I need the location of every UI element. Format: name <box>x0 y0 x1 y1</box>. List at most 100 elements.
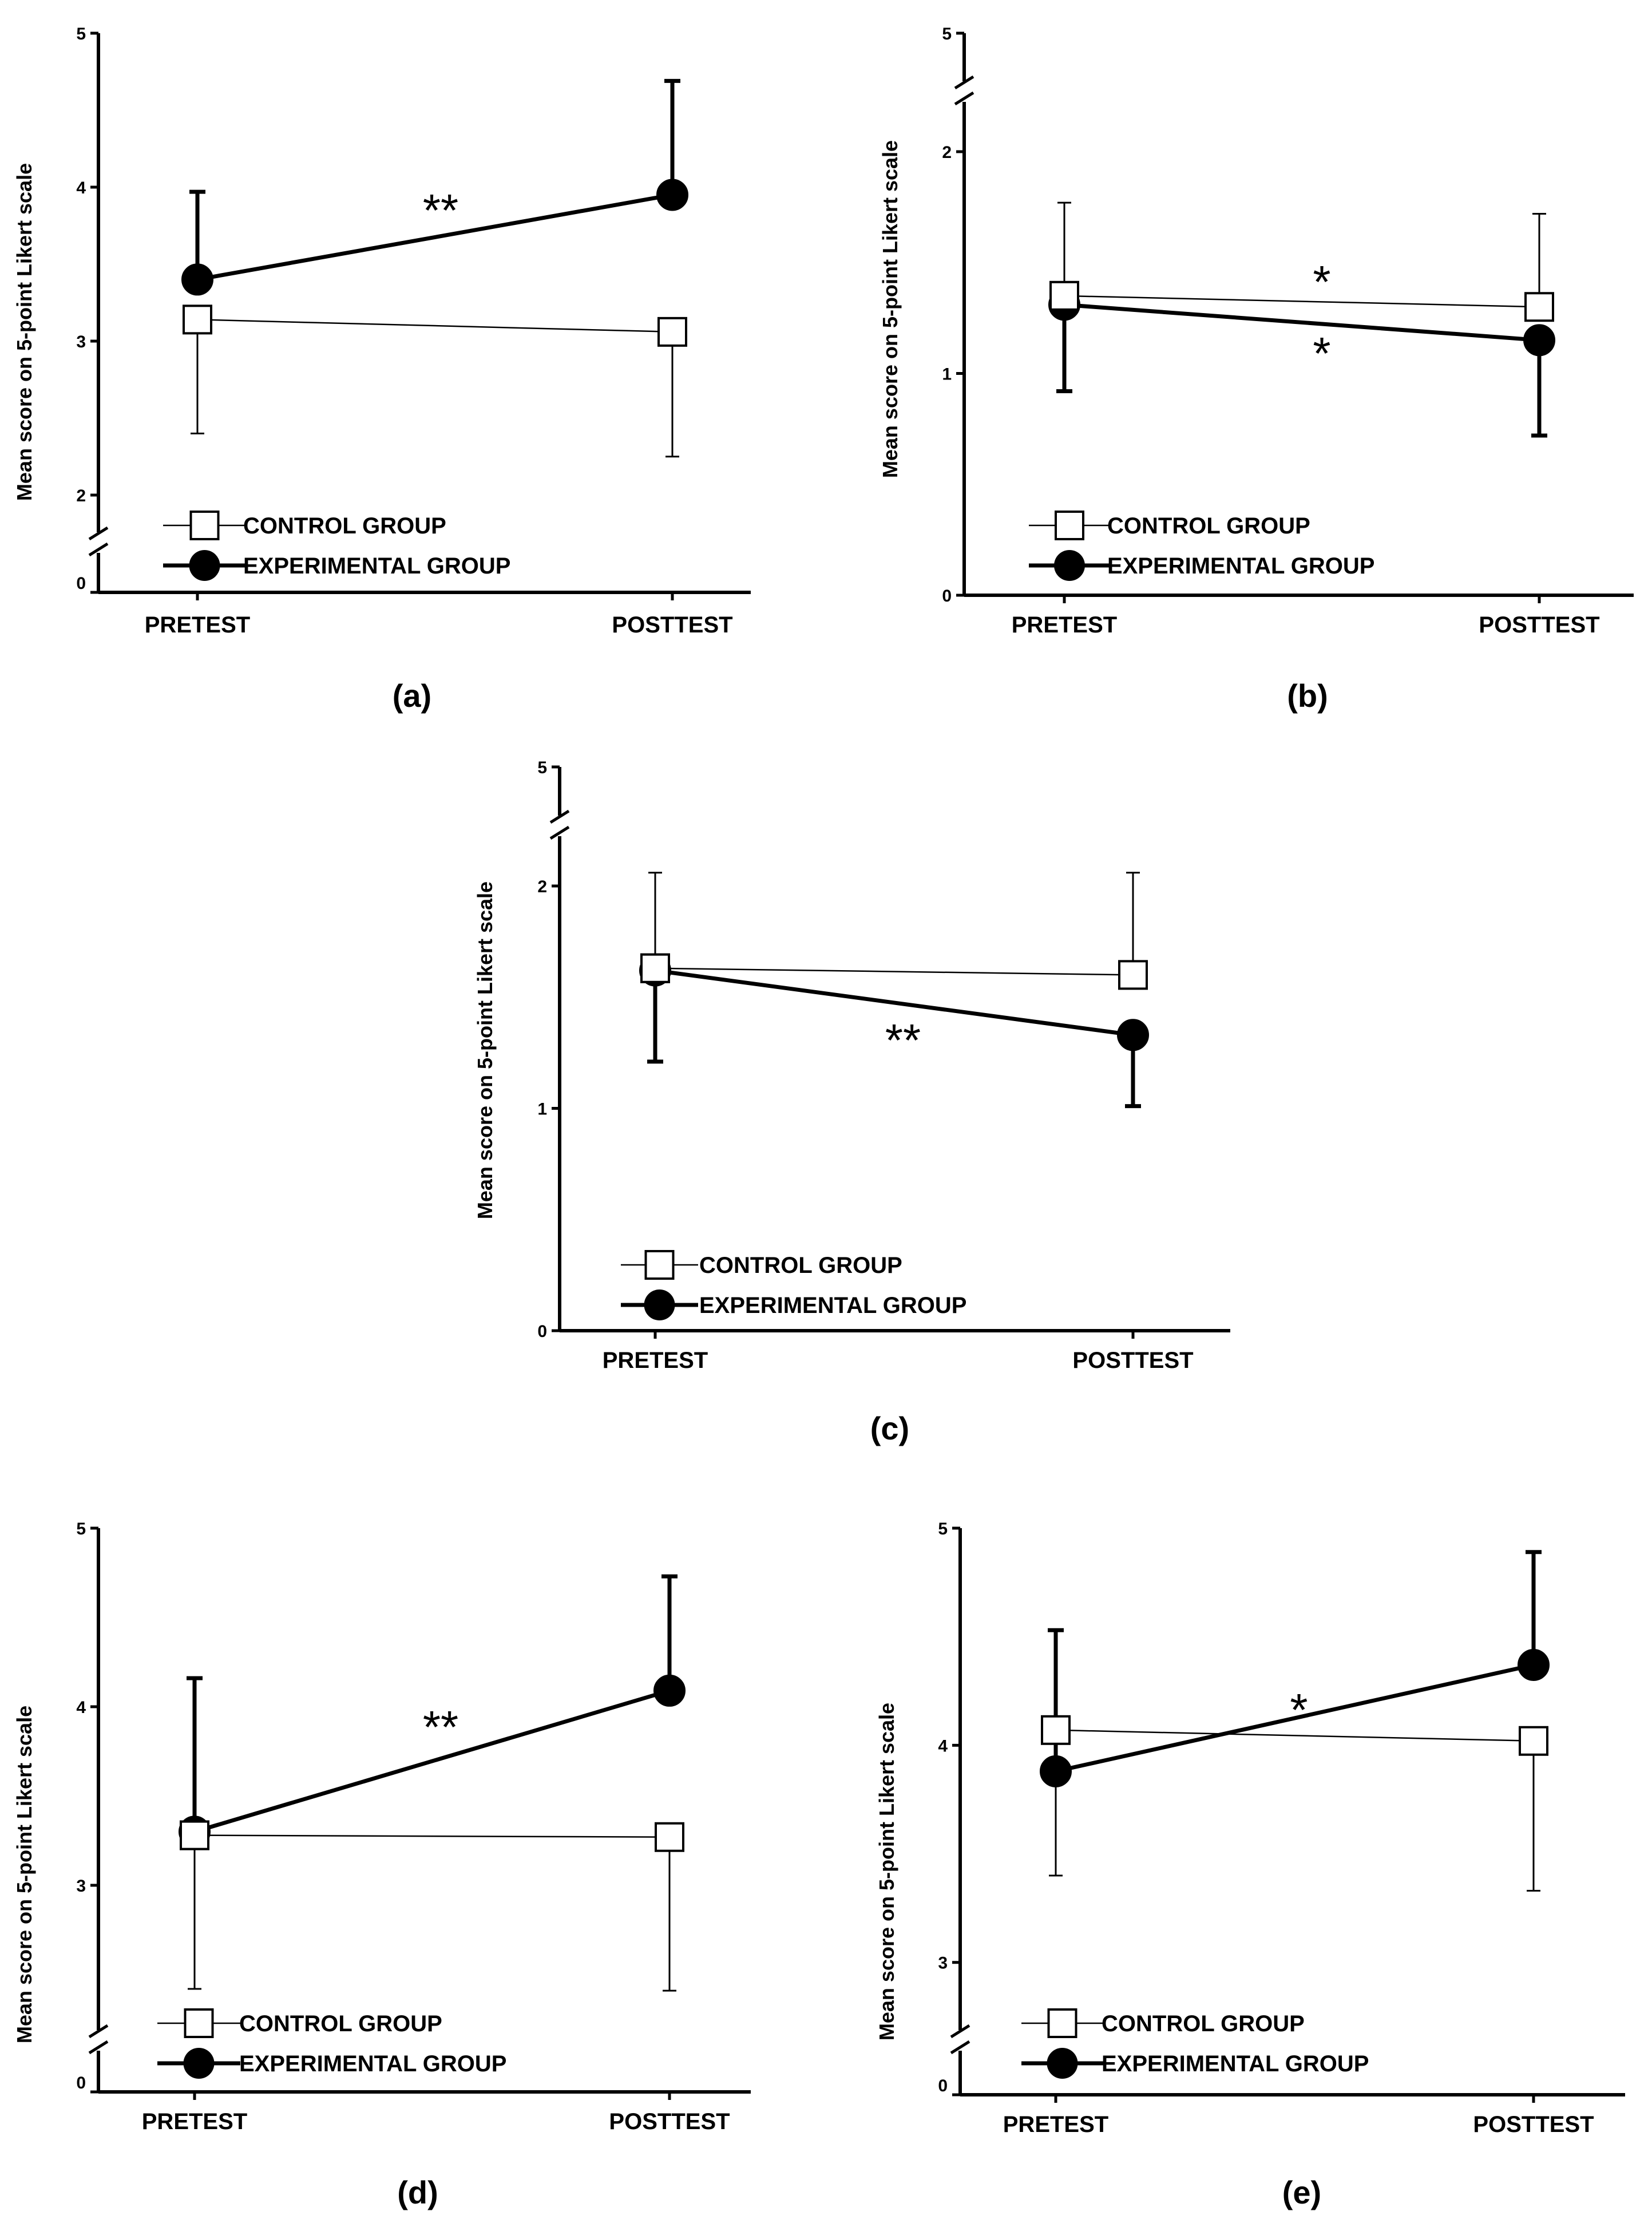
series-line-experimental <box>194 1688 670 1834</box>
panel-label: (c) <box>870 1410 909 1446</box>
panel-label: (d) <box>397 2174 438 2210</box>
y-tick-label: 1 <box>537 1100 547 1119</box>
legend: CONTROL GROUP EXPERIMENTAL GROUP <box>157 2008 506 2079</box>
y-axis-label: Mean score on 5-point Likert scale <box>878 140 902 478</box>
y-tick-label: 0 <box>938 2076 948 2095</box>
legend-marker-control <box>644 1250 675 1280</box>
series-line-control <box>655 967 1134 976</box>
control-point-posttest <box>657 317 687 347</box>
significance-marker: ** <box>423 185 458 236</box>
x-tick-label-posttest: POSTTEST <box>1473 2112 1594 2137</box>
x-tick-label-posttest: POSTTEST <box>1479 612 1599 638</box>
experimental-point-posttest <box>653 1674 686 1707</box>
legend-label-experimental: EXPERIMENTAL GROUP <box>239 2051 506 2076</box>
x-tick-label-pretest: PRETEST <box>1003 2112 1108 2137</box>
control-point-pretest <box>640 953 670 983</box>
x-tick-label-posttest: POSTTEST <box>1072 1348 1193 1373</box>
x-tick-label-posttest: POSTTEST <box>612 612 732 638</box>
axis-break-mark <box>549 809 570 824</box>
significance-marker: ** <box>885 1015 921 1066</box>
series-line-experimental <box>197 193 673 282</box>
axis-break-mark <box>549 825 570 840</box>
chart-panel-e: 3 4 5 0 PRETEST POSTTEST Mean score on 5-point… <box>875 1520 1625 2210</box>
experimental-point-pretest <box>1040 1755 1072 1787</box>
y-tick-label: 3 <box>76 333 86 351</box>
y-tick-label: 5 <box>537 758 547 777</box>
legend-marker-experimental <box>1054 550 1085 581</box>
y-tick-label: 0 <box>942 587 952 606</box>
significance-marker: * <box>1290 1684 1308 1735</box>
control-point-pretest <box>1049 280 1079 311</box>
y-tick-label: 2 <box>537 877 547 896</box>
experimental-point-posttest <box>1117 1019 1149 1051</box>
y-tick-label: 5 <box>942 25 952 43</box>
y-tick-label: 0 <box>76 2074 86 2092</box>
axis-break-mark <box>950 2024 970 2039</box>
series-line-experimental <box>1064 302 1540 342</box>
x-tick-label-posttest: POSTTEST <box>609 2109 730 2134</box>
x-tick-label-pretest: PRETEST <box>603 1348 708 1373</box>
y-tick-label: 4 <box>76 179 86 197</box>
legend-marker-experimental <box>183 2048 215 2079</box>
series-line-control <box>197 319 673 333</box>
control-point-posttest <box>1118 960 1148 990</box>
experimental-point-posttest <box>656 179 688 211</box>
axis-break-mark <box>954 75 974 90</box>
legend-marker-experimental <box>1047 2048 1078 2079</box>
legend-label-control: CONTROL GROUP <box>1107 513 1310 539</box>
control-point-pretest <box>180 1820 209 1850</box>
legend-marker-control <box>1047 2008 1077 2038</box>
control-point-pretest <box>1041 1715 1071 1745</box>
legend-label-control: CONTROL GROUP <box>239 2011 442 2036</box>
legend-label-control: CONTROL GROUP <box>1102 2011 1305 2036</box>
y-axis-label: Mean score on 5-point Likert scale <box>13 1706 36 2043</box>
y-tick-label: 2 <box>76 486 86 505</box>
significance-marker: * <box>1313 328 1330 379</box>
axis-break-mark <box>88 542 109 557</box>
legend-label-control: CONTROL GROUP <box>699 1253 902 1278</box>
panel-label: (e) <box>1282 2174 1321 2210</box>
y-tick-label: 3 <box>938 1954 948 1973</box>
legend-marker-control <box>189 511 220 540</box>
x-tick-label-pretest: PRETEST <box>145 612 250 638</box>
y-tick-label: 5 <box>938 1520 948 1538</box>
panel-label: (a) <box>393 678 431 714</box>
axis-break-mark <box>950 2040 970 2055</box>
legend-marker-control <box>184 2008 214 2038</box>
y-tick-label: 0 <box>537 1322 547 1341</box>
chart-panel-d: 3 4 5 0 PRETEST POSTTEST Mean score on 5-point… <box>13 1520 751 2210</box>
chart-panel-b: 0 1 2 5 PRETEST POSTTEST Mean score on 5-point… <box>878 25 1634 714</box>
legend-marker-experimental <box>644 1289 675 1320</box>
y-tick-label: 3 <box>76 1877 86 1896</box>
series-line-control <box>194 1834 670 1838</box>
axis-break-mark <box>88 526 109 541</box>
y-axis-label: Mean score on 5-point Likert scale <box>473 881 497 1219</box>
legend-label-experimental: EXPERIMENTAL GROUP <box>1107 553 1374 579</box>
chart-panel-a: 2 3 4 5 0 PRETEST POSTTEST Mean score on 5-poin… <box>13 25 751 714</box>
legend-label-experimental: EXPERIMENTAL GROUP <box>699 1293 966 1318</box>
series-line-control <box>1064 295 1540 308</box>
y-tick-label: 4 <box>938 1736 948 1755</box>
legend-label-experimental: EXPERIMENTAL GROUP <box>1102 2051 1369 2076</box>
y-tick-label: 5 <box>76 25 86 43</box>
y-axis-label: Mean score on 5-point Likert scale <box>13 163 36 501</box>
y-tick-label: 2 <box>942 143 952 162</box>
control-point-posttest <box>1524 292 1554 322</box>
series-line-control <box>1055 1729 1534 1742</box>
chart-panel-c: 0 1 2 5 PRETEST POSTTEST Mean score on 5-point… <box>473 758 1230 1446</box>
legend: CONTROL GROUP EXPERIMENTAL GROUP <box>1029 511 1374 581</box>
legend-marker-experimental <box>189 550 220 581</box>
y-tick-label: 5 <box>76 1520 86 1538</box>
legend-label-experimental: EXPERIMENTAL GROUP <box>243 553 510 579</box>
control-point-posttest <box>1519 1726 1548 1756</box>
x-tick-label-pretest: PRETEST <box>1012 612 1117 638</box>
legend-marker-control <box>1055 511 1084 540</box>
experimental-point-posttest <box>1518 1648 1550 1681</box>
significance-marker: ** <box>423 1702 458 1753</box>
series-line-experimental <box>655 968 1134 1037</box>
y-axis-label: Mean score on 5-point Likert scale <box>875 1703 898 2040</box>
legend: CONTROL GROUP EXPERIMENTAL GROUP <box>621 1250 966 1320</box>
